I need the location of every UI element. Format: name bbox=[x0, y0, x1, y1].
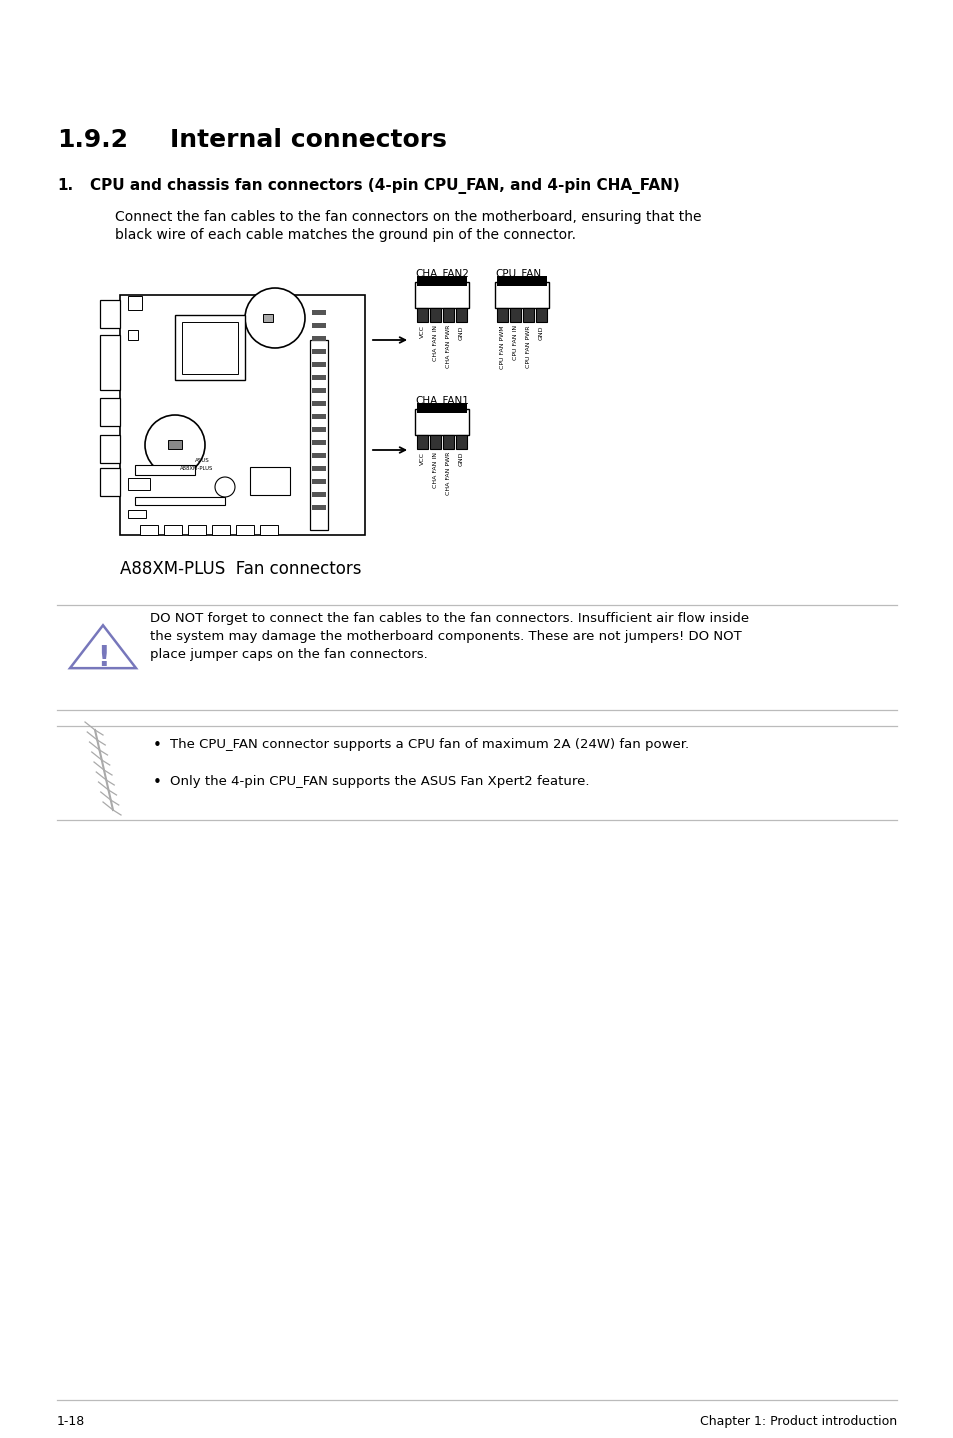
Text: GND: GND bbox=[458, 452, 463, 466]
Bar bbox=[174, 315, 245, 380]
Bar bbox=[212, 525, 230, 535]
Bar bbox=[415, 408, 469, 436]
Bar bbox=[497, 276, 546, 286]
Text: the system may damage the motherboard components. These are not jumpers! DO NOT: the system may damage the motherboard co… bbox=[150, 630, 741, 643]
Text: CHA_FAN1: CHA_FAN1 bbox=[415, 395, 468, 406]
Bar bbox=[497, 308, 507, 322]
Bar bbox=[312, 311, 326, 315]
Bar bbox=[430, 308, 440, 322]
Text: Chapter 1: Product introduction: Chapter 1: Product introduction bbox=[700, 1415, 896, 1428]
Bar bbox=[312, 505, 326, 510]
Bar bbox=[312, 324, 326, 328]
Bar bbox=[164, 525, 182, 535]
Text: CPU and chassis fan connectors (4-pin CPU_FAN, and 4-pin CHA_FAN): CPU and chassis fan connectors (4-pin CP… bbox=[90, 178, 679, 194]
Bar bbox=[312, 453, 326, 457]
Bar bbox=[416, 308, 428, 322]
Bar bbox=[442, 308, 454, 322]
Text: CHA FAN PWR: CHA FAN PWR bbox=[446, 325, 451, 368]
Bar bbox=[430, 436, 440, 449]
Text: 1.9.2: 1.9.2 bbox=[57, 128, 128, 152]
Bar bbox=[135, 464, 194, 475]
Bar bbox=[182, 322, 237, 374]
Bar bbox=[312, 375, 326, 380]
Text: •: • bbox=[152, 775, 162, 789]
Bar bbox=[312, 440, 326, 444]
Circle shape bbox=[214, 477, 234, 498]
Text: !: ! bbox=[96, 644, 110, 672]
Bar bbox=[168, 440, 182, 449]
Bar bbox=[100, 467, 120, 496]
Text: A88XM-PLUS: A88XM-PLUS bbox=[180, 466, 213, 472]
Bar bbox=[312, 492, 326, 498]
Bar bbox=[312, 388, 326, 393]
Bar bbox=[120, 295, 365, 535]
Text: CHA FAN IN: CHA FAN IN bbox=[433, 452, 437, 487]
Bar bbox=[100, 398, 120, 426]
Text: 1.: 1. bbox=[57, 178, 73, 193]
Text: Connect the fan cables to the fan connectors on the motherboard, ensuring that t: Connect the fan cables to the fan connec… bbox=[115, 210, 700, 224]
Bar bbox=[312, 349, 326, 354]
Bar bbox=[263, 313, 273, 322]
Bar bbox=[456, 436, 467, 449]
Text: CHA FAN IN: CHA FAN IN bbox=[433, 325, 437, 361]
Bar bbox=[128, 510, 146, 518]
Text: place jumper caps on the fan connectors.: place jumper caps on the fan connectors. bbox=[150, 649, 427, 661]
Bar bbox=[100, 301, 120, 328]
Text: CPU FAN PWR: CPU FAN PWR bbox=[525, 325, 531, 368]
Text: CPU FAN IN: CPU FAN IN bbox=[513, 325, 517, 360]
Text: GND: GND bbox=[458, 325, 463, 339]
Text: CPU FAN PWM: CPU FAN PWM bbox=[499, 325, 504, 368]
Bar bbox=[188, 525, 206, 535]
Text: DO NOT forget to connect the fan cables to the fan connectors. Insufficient air : DO NOT forget to connect the fan cables … bbox=[150, 613, 748, 626]
Bar bbox=[312, 466, 326, 472]
Bar bbox=[128, 329, 138, 339]
Bar bbox=[415, 282, 469, 308]
Text: ASUS: ASUS bbox=[194, 457, 210, 463]
Text: black wire of each cable matches the ground pin of the connector.: black wire of each cable matches the gro… bbox=[115, 229, 576, 242]
Text: The CPU_FAN connector supports a CPU fan of maximum 2A (24W) fan power.: The CPU_FAN connector supports a CPU fan… bbox=[170, 738, 688, 751]
Bar bbox=[100, 335, 120, 390]
Bar bbox=[510, 308, 520, 322]
Bar bbox=[100, 436, 120, 463]
Bar bbox=[416, 436, 428, 449]
Bar bbox=[312, 336, 326, 341]
Bar bbox=[442, 436, 454, 449]
Bar bbox=[235, 525, 253, 535]
Bar bbox=[312, 401, 326, 406]
Bar bbox=[312, 362, 326, 367]
Bar bbox=[416, 276, 467, 286]
Bar bbox=[260, 525, 277, 535]
Bar bbox=[456, 308, 467, 322]
Circle shape bbox=[245, 288, 305, 348]
Text: •: • bbox=[152, 738, 162, 754]
Circle shape bbox=[145, 416, 205, 475]
Text: CPU_FAN: CPU_FAN bbox=[495, 267, 540, 279]
Bar bbox=[140, 525, 158, 535]
Text: VCC: VCC bbox=[419, 325, 424, 338]
Bar bbox=[312, 427, 326, 431]
Polygon shape bbox=[70, 626, 136, 669]
Bar bbox=[495, 282, 548, 308]
Bar bbox=[312, 479, 326, 485]
Bar bbox=[250, 467, 290, 495]
Text: CHA FAN PWR: CHA FAN PWR bbox=[446, 452, 451, 495]
Text: Only the 4-pin CPU_FAN supports the ASUS Fan Xpert2 feature.: Only the 4-pin CPU_FAN supports the ASUS… bbox=[170, 775, 589, 788]
Text: Internal connectors: Internal connectors bbox=[170, 128, 446, 152]
Text: GND: GND bbox=[538, 325, 543, 339]
Bar bbox=[416, 403, 467, 413]
Bar bbox=[310, 339, 328, 531]
Bar bbox=[312, 414, 326, 418]
Text: CHA_FAN2: CHA_FAN2 bbox=[415, 267, 468, 279]
Bar bbox=[128, 296, 142, 311]
Bar bbox=[522, 308, 534, 322]
Bar bbox=[536, 308, 546, 322]
Bar bbox=[128, 477, 150, 490]
Text: A88XM-PLUS  Fan connectors: A88XM-PLUS Fan connectors bbox=[120, 559, 361, 578]
Text: 1-18: 1-18 bbox=[57, 1415, 85, 1428]
Text: VCC: VCC bbox=[419, 452, 424, 464]
Bar bbox=[135, 498, 225, 505]
